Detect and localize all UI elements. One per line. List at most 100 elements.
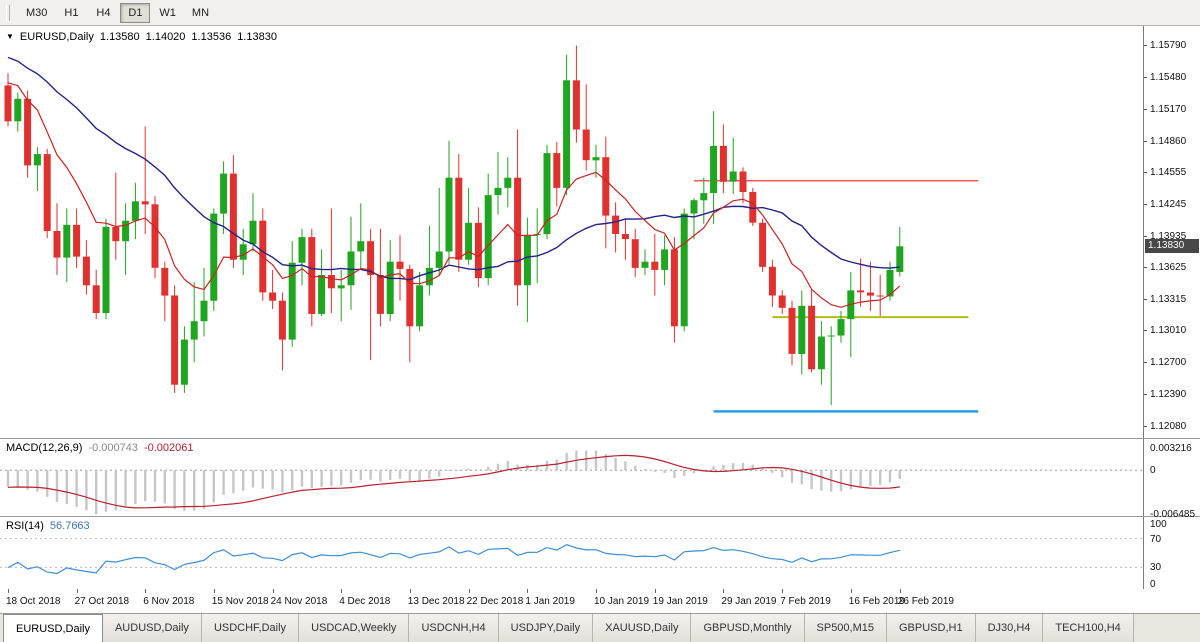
time-axis-label: 1 Jan 2019 xyxy=(525,596,575,607)
macd-signal-line xyxy=(7,454,900,509)
macd-label: MACD(12,26,9) -0.000743 -0.002061 xyxy=(6,442,194,454)
price-chart-svg xyxy=(4,45,979,413)
macd-pane[interactable]: MACD(12,26,9) -0.000743 -0.002061 xyxy=(0,439,1143,516)
main-chart-pane[interactable]: ▼ EURUSD,Daily 1.13580 1.14020 1.13536 1… xyxy=(0,26,1143,438)
time-axis-tick xyxy=(272,589,274,593)
macd-chart-svg xyxy=(0,450,1143,515)
price-axis-tick xyxy=(1144,45,1147,47)
time-axis-label: 4 Dec 2018 xyxy=(339,596,391,607)
timeframe-toolbar: M30 H1 H4 D1 W1 MN xyxy=(0,0,1200,26)
time-axis-label: 15 Nov 2018 xyxy=(211,596,269,607)
rsi-axis-label: 100 xyxy=(1150,519,1167,530)
time-axis-tick xyxy=(409,589,411,593)
price-axis-label: 1.15480 xyxy=(1150,72,1187,84)
price-axis-tick xyxy=(1144,172,1147,174)
time-axis-label: 19 Jan 2019 xyxy=(652,596,708,607)
price-axis[interactable]: 1.13830 1.15790 1.15480 1.15170 1.14860 1.14… xyxy=(1143,26,1200,438)
toolbar-grip-icon[interactable] xyxy=(6,4,10,21)
symbol-tab-tech100[interactable]: TECH100,H4 xyxy=(1043,614,1134,642)
timeframe-buttons: M30 H1 H4 D1 W1 MN xyxy=(19,2,216,23)
macd-axis-label: 0.003216 xyxy=(1150,443,1192,454)
symbol-tab-usdjpy[interactable]: USDJPY,Daily xyxy=(498,614,594,642)
rsi-chart-svg xyxy=(0,538,1143,575)
price-axis-tick xyxy=(1144,203,1147,205)
time-axis-label: 24 Nov 2018 xyxy=(270,596,328,607)
price-axis-tick xyxy=(1144,235,1147,237)
symbol-tab-audusd[interactable]: AUDUSD,Daily xyxy=(102,614,202,642)
symbol-tab-sp500[interactable]: SP500,M15 xyxy=(804,614,887,642)
time-axis-label: 26 Feb 2019 xyxy=(897,596,954,607)
time-axis-label: 10 Jan 2019 xyxy=(594,596,650,607)
time-axis-tick xyxy=(145,589,147,593)
time-axis-label: 27 Oct 2018 xyxy=(74,596,130,607)
rsi-label: RSI(14) 56.7663 xyxy=(6,520,90,532)
time-axis-tick xyxy=(782,589,784,593)
rsi-axis[interactable]: 100 70 30 0 xyxy=(1143,517,1200,590)
time-axis-tick xyxy=(654,589,656,593)
timeframe-button-m30[interactable]: M30 xyxy=(19,3,54,23)
time-axis-label: 6 Nov 2018 xyxy=(143,596,195,607)
price-axis-label: 1.13935 xyxy=(1150,230,1187,242)
time-axis-tick xyxy=(468,589,470,593)
symbol-tab-dj30[interactable]: DJ30,H4 xyxy=(975,614,1044,642)
symbol-tab-gbpusd[interactable]: GBPUSD,H1 xyxy=(887,614,976,642)
rsi-axis-label: 70 xyxy=(1150,533,1162,545)
ohlc-close: 1.13830 xyxy=(237,31,277,43)
ohlc-open: 1.13580 xyxy=(99,31,140,43)
chart-window: ▼ EURUSD,Daily 1.13580 1.14020 1.13536 1… xyxy=(0,26,1200,614)
time-axis-tick xyxy=(850,589,852,593)
timeframe-button-h1[interactable]: H1 xyxy=(56,3,86,23)
macd-name: MACD(12,26,9) xyxy=(6,442,83,454)
rsi-pane[interactable]: RSI(14) 56.7663 xyxy=(0,517,1143,589)
time-axis-label: 29 Jan 2019 xyxy=(721,596,777,607)
price-axis-label: 1.15790 xyxy=(1150,40,1187,52)
price-axis-label: 1.12080 xyxy=(1150,420,1187,432)
time-axis-tick xyxy=(213,589,215,593)
price-axis-tick xyxy=(1144,330,1147,332)
symbol-tab-eurusd[interactable]: EURUSD,Daily xyxy=(3,614,103,642)
price-axis-tick xyxy=(1144,140,1147,142)
rsi-axis-label: 0 xyxy=(1150,579,1156,590)
ma-fast-line xyxy=(7,82,901,308)
symbol-tab-usdchf[interactable]: USDCHF,Daily xyxy=(201,614,300,642)
symbol-tab-usdcnh[interactable]: USDCNH,H4 xyxy=(409,614,499,642)
time-axis-label: 7 Feb 2019 xyxy=(780,596,831,607)
symbol-tab-xauusd[interactable]: XAUUSD,Daily xyxy=(593,614,692,642)
time-axis-label: 22 Dec 2018 xyxy=(466,596,524,607)
price-axis-label: 1.15170 xyxy=(1150,104,1187,115)
symbol-tab-gbpusd[interactable]: GBPUSD,Monthly xyxy=(691,614,805,642)
rsi-name: RSI(14) xyxy=(6,520,44,532)
timeframe-button-h4[interactable]: H4 xyxy=(88,3,118,23)
time-axis-tick xyxy=(596,589,597,593)
price-axis-tick xyxy=(1144,267,1147,269)
symbol-dropdown-icon[interactable]: ▼ xyxy=(6,32,14,41)
time-axis[interactable]: 18 Oct 2018 27 Oct 2018 6 Nov 2018 15 Nov 2… xyxy=(0,589,1200,614)
price-axis-label: 1.14245 xyxy=(1150,198,1187,210)
timeframe-button-w1[interactable]: W1 xyxy=(152,3,183,23)
ma-slow-line xyxy=(7,56,900,281)
ohlc-high: 1.14020 xyxy=(145,31,186,43)
price-axis-tick xyxy=(1144,299,1147,301)
price-axis-tick xyxy=(1144,362,1147,364)
chart-title: ▼ EURUSD,Daily 1.13580 1.14020 1.13536 1… xyxy=(6,31,277,43)
price-axis-label: 1.12390 xyxy=(1150,388,1187,400)
time-axis-tick xyxy=(899,589,901,593)
pane-divider-rsi[interactable] xyxy=(0,516,1200,517)
time-axis-label: 13 Dec 2018 xyxy=(407,596,465,607)
time-axis-tick xyxy=(8,589,9,593)
time-axis-tick xyxy=(527,589,529,593)
price-axis-label: 1.14860 xyxy=(1150,135,1187,147)
macd-axis[interactable]: 0.003216 0 -0.006485 xyxy=(1143,439,1200,520)
symbol-tabbar: EURUSD,Daily AUDUSD,Daily USDCHF,Daily USDC… xyxy=(0,614,1200,642)
current-price-badge: 1.13830 xyxy=(1145,239,1199,254)
pane-divider-macd[interactable] xyxy=(0,438,1200,439)
macd-axis-label: -0.006485 xyxy=(1150,509,1196,520)
timeframe-button-mn[interactable]: MN xyxy=(185,3,216,23)
price-axis-tick xyxy=(1144,425,1147,427)
rsi-value: 56.7663 xyxy=(49,520,90,532)
price-axis-label: 1.13625 xyxy=(1150,262,1187,274)
macd-main-value: -0.000743 xyxy=(88,442,138,454)
macd-axis-label: 0 xyxy=(1150,465,1156,477)
symbol-tab-usdcad[interactable]: USDCAD,Weekly xyxy=(299,614,410,642)
timeframe-button-d1[interactable]: D1 xyxy=(120,2,151,23)
